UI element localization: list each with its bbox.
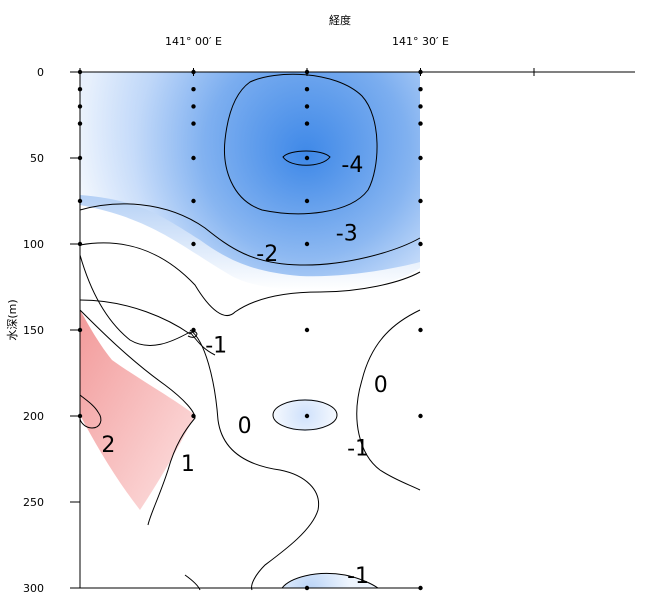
station-dot	[77, 121, 83, 126]
station-dot	[77, 87, 83, 92]
station-dots	[77, 69, 423, 591]
station-dot	[191, 104, 196, 109]
y-tick-label: 50	[30, 152, 44, 165]
station-dot	[304, 327, 310, 333]
station-dot	[304, 585, 310, 591]
station-dot	[418, 241, 423, 247]
station-dot	[418, 585, 423, 591]
station-dot	[418, 413, 423, 419]
station-dot	[191, 69, 196, 75]
station-dot	[191, 87, 196, 92]
contour-label: -1	[347, 564, 369, 589]
station-dot	[304, 241, 310, 247]
station-dot	[418, 121, 423, 126]
contour-one-line	[79, 394, 102, 429]
station-dot	[191, 327, 196, 333]
station-dot	[77, 155, 83, 161]
contour-label: 0	[238, 414, 252, 439]
station-dot	[191, 155, 196, 161]
contour-label: -1	[205, 333, 227, 358]
field-shading	[80, 72, 420, 588]
contour-minus4-line	[282, 150, 331, 166]
station-dot	[77, 198, 83, 204]
station-dot	[418, 87, 423, 92]
station-dot	[304, 155, 310, 161]
contour-minus1-small-line	[272, 399, 338, 431]
x-tick-label: 141° 00′ E	[165, 35, 222, 48]
contour-zero-mid-line	[189, 329, 320, 591]
station-dot	[77, 413, 83, 419]
negative-core-region	[80, 72, 420, 277]
small-negative-cell	[273, 399, 337, 431]
y-tick-label: 250	[23, 496, 44, 509]
x-axis-title: 経度	[329, 13, 351, 27]
station-dot	[418, 155, 423, 161]
y-tick-label: 200	[23, 410, 44, 423]
station-dot	[304, 69, 310, 75]
y-ticks: 0 50 100 150 200 250 300	[23, 66, 80, 595]
contour-label: 2	[101, 433, 115, 458]
station-dot	[304, 104, 310, 109]
contour-labels: -4 -3 -2 -1 0 0 -1 2 1 -1	[101, 153, 387, 589]
station-dot	[304, 121, 310, 126]
contour-label: -1	[347, 437, 369, 462]
y-axis-title: 水深(m)	[6, 299, 19, 340]
station-dot	[191, 121, 196, 126]
y-tick-label: 100	[23, 238, 44, 251]
contour-zero-lower-line	[356, 309, 421, 491]
contour-label: -2	[256, 242, 278, 267]
contour-label: 1	[181, 452, 195, 477]
station-dot	[77, 327, 83, 333]
contour-bottom-line	[281, 572, 379, 589]
station-dot	[418, 69, 423, 75]
station-dot	[304, 87, 310, 92]
contour-minus3-line	[223, 73, 378, 215]
station-dot	[418, 327, 423, 333]
station-dot	[77, 104, 83, 109]
contour-label: 0	[374, 373, 388, 398]
contour-zero-upper-line	[79, 254, 216, 356]
station-dot	[418, 104, 423, 109]
station-dot	[191, 413, 196, 419]
x-ticks: 141° 00′ E 141° 30′ E	[79, 35, 535, 76]
station-dot	[77, 69, 83, 75]
y-tick-label: 150	[23, 324, 44, 337]
station-dot	[191, 241, 196, 247]
contour-minus1-line	[79, 242, 421, 317]
positive-region	[80, 310, 195, 510]
station-dot	[191, 198, 196, 204]
station-dot	[304, 198, 310, 204]
contour-label: -4	[341, 153, 363, 178]
y-tick-label: 0	[37, 66, 44, 79]
contour-label: -3	[336, 222, 358, 247]
contour-minus2-line	[79, 203, 421, 266]
bottom-negative-cell	[282, 573, 378, 588]
station-dot	[418, 198, 423, 204]
contour-minus1-loop-line	[79, 299, 198, 338]
y-tick-label: 300	[23, 582, 44, 595]
station-dot	[77, 241, 83, 247]
contour-bottom-left-line	[184, 574, 201, 591]
station-dot	[304, 413, 310, 419]
x-tick-label: 141° 30′ E	[392, 35, 449, 48]
